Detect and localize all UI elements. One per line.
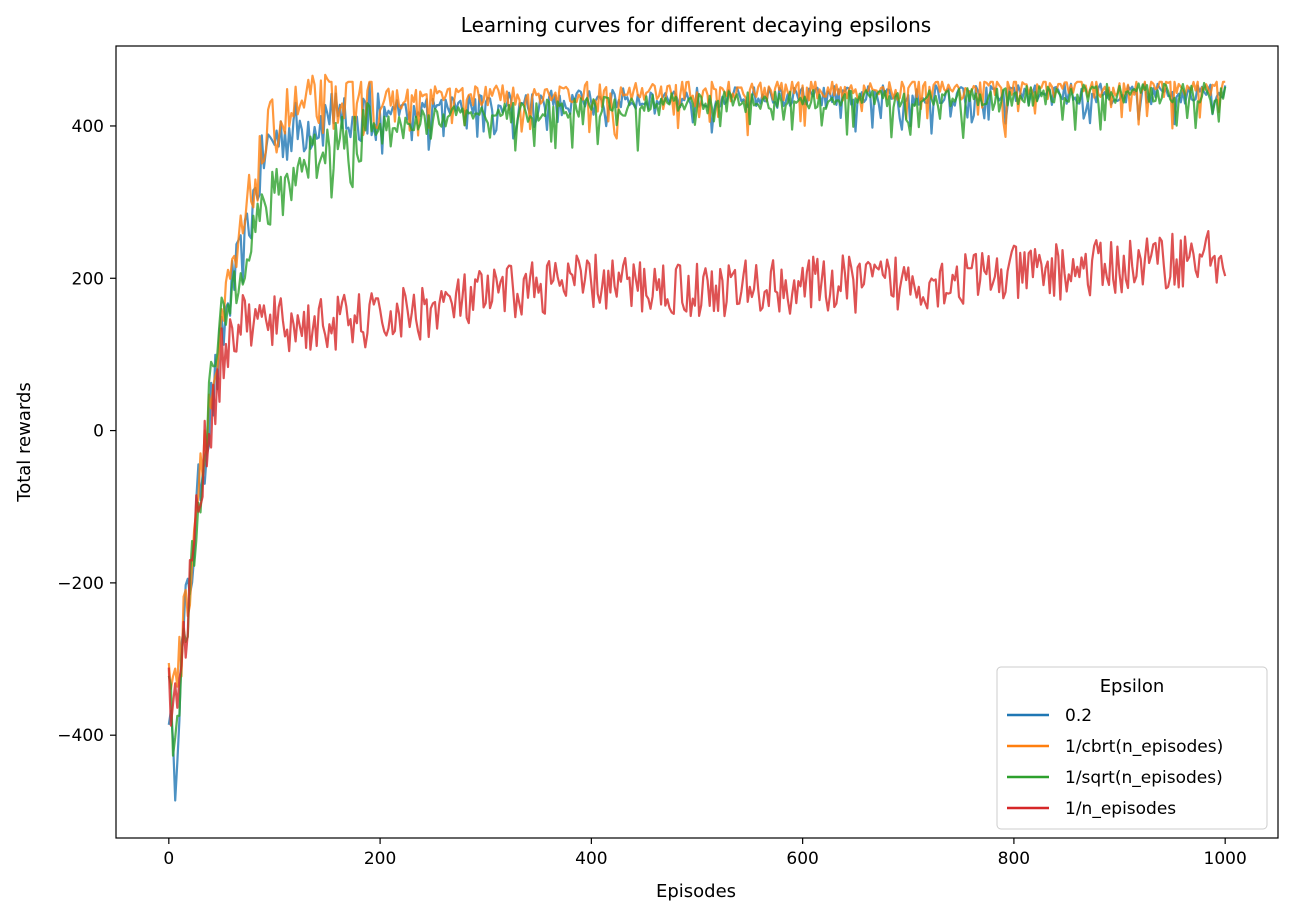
y-axis-label: Total rewards [14,382,35,502]
series-line-2 [167,81,1227,757]
legend-label: 0.2 [1065,706,1092,726]
x-axis: 0 200 400 600 800 1000 [163,838,1247,869]
legend-box [996,666,1268,830]
series-line-3 [167,230,1227,727]
x-tick-label: 0 [163,849,174,869]
x-axis-label: Episodes [656,881,736,902]
legend-title: Epsilon [1100,676,1165,697]
legend-label: 1/sqrt(n_episodes) [1065,768,1223,788]
plot-frame [115,45,1279,839]
y-axis: −400 −200 0 200 400 [57,117,116,746]
legend: Epsilon 0.2 1/cbrt(n_episodes) 1/sqrt(n_ep… [996,666,1268,830]
legend-label: 1/cbrt(n_episodes) [1065,737,1223,757]
y-tick-label: −200 [57,574,104,594]
x-tick-label: 200 [364,849,396,869]
legend-label: 1/n_episodes [1065,799,1176,819]
y-tick-label: −400 [57,726,104,746]
x-tick-label: 1000 [1204,849,1247,869]
series-line-1 [167,73,1226,690]
chart-title: Learning curves for different decaying e… [461,13,931,37]
x-tick-label: 600 [786,849,818,869]
y-tick-label: 0 [93,422,104,442]
series-layer [167,73,1227,802]
x-tick-label: 400 [575,849,607,869]
y-tick-label: 400 [72,117,104,137]
y-tick-label: 200 [72,269,104,289]
x-tick-label: 800 [998,849,1030,869]
